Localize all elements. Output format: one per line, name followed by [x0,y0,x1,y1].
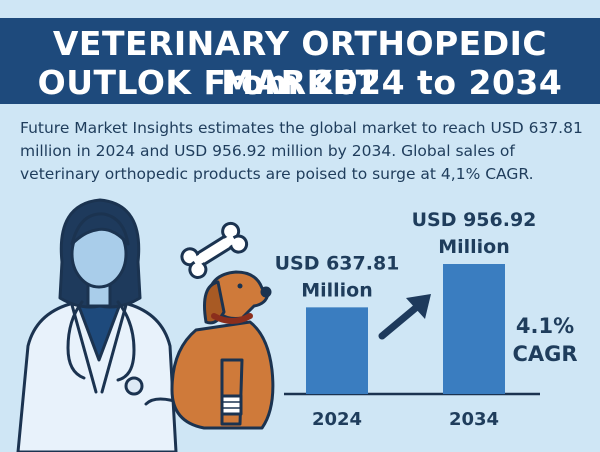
intro-text: Future Market Insights estimates the glo… [20,119,583,183]
cagr-value: 4.1% [516,314,574,338]
x-tick-label-2024: 2024 [312,409,362,430]
bar-2034 [443,264,505,394]
bar-value-label-2034-line1: USD 956.92 [412,209,537,231]
stethoscope-icon [66,300,144,396]
bar-2024 [306,307,368,394]
growth-arrow-icon [378,294,431,340]
cagr-label: CAGR [512,342,577,366]
illustration [16,198,275,452]
title-banner: VETERINARY ORTHOPEDIC MARKET OUTLOK From… [0,18,600,104]
page-title-line1: VETERINARY ORTHOPEDIC MARKET [52,24,548,102]
dog-icon [144,270,275,430]
veterinarian-icon [16,198,178,452]
bar-value-label-2034-line2: Million [438,236,510,258]
bar-value-label-2024-line1: USD 637.81 [275,252,400,274]
bar-value-label-2024-line2: Million [301,279,373,301]
page-title-line2: OUTLOK From 2024 to 2034 [37,63,563,102]
x-tick-label-2034: 2034 [449,409,499,430]
bone-icon [180,221,249,280]
